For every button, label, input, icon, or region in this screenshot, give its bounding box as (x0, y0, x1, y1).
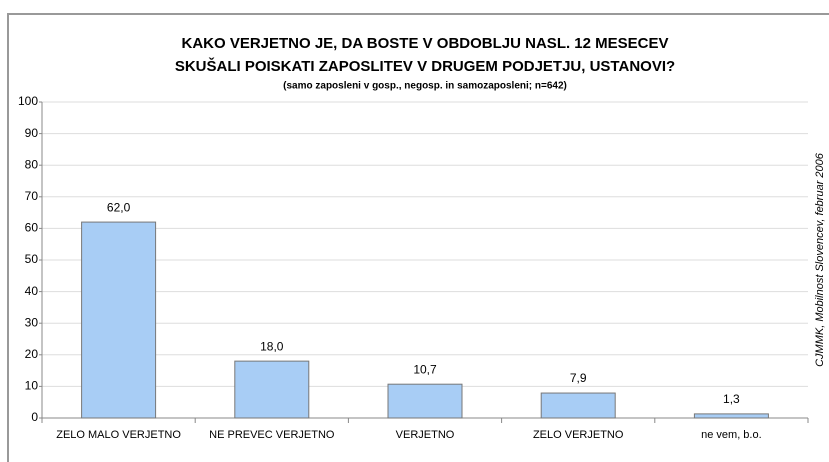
y-tick-label: 50 (25, 252, 39, 266)
y-tick-label: 40 (25, 284, 39, 298)
y-tick-label: 10 (25, 379, 39, 393)
x-tick-label: ne vem, b.o. (701, 429, 762, 441)
chart-frame (7, 13, 829, 462)
y-tick-label: 90 (25, 126, 39, 140)
source-note: CJMMK, Mobilnost Slovencev, februar 2006 (814, 152, 826, 367)
chart-title: KAKO VERJETNO JE, DA BOSTE V OBDOBLJU NA… (181, 35, 668, 52)
x-tick-label: NE PREVEC VERJETNO (209, 429, 335, 441)
x-tick-label: ZELO VERJETNO (533, 429, 624, 441)
y-tick-label: 60 (25, 221, 39, 235)
y-tick-label: 80 (25, 157, 39, 171)
x-tick-label: VERJETNO (396, 429, 455, 441)
y-tick-label: 30 (25, 315, 39, 329)
chart-title: SKUŠALI POISKATI ZAPOSLITEV V DRUGEM POD… (175, 57, 675, 75)
y-tick-label: 100 (18, 94, 38, 108)
chart-subtitle: (samo zaposleni v gosp., negosp. in samo… (283, 81, 567, 92)
data-label: 7,9 (570, 371, 587, 385)
data-label: 1,3 (723, 392, 740, 406)
y-tick-label: 70 (25, 189, 39, 203)
bar (540, 392, 616, 419)
bar (234, 360, 310, 419)
data-label: 62,0 (107, 200, 131, 214)
bar (387, 383, 463, 419)
data-label: 10,7 (413, 362, 437, 376)
y-tick-label: 20 (25, 347, 39, 361)
x-tick-label: ZELO MALO VERJETNO (56, 429, 181, 441)
y-tick-label: 0 (31, 410, 38, 424)
bar (81, 221, 157, 419)
data-label: 18,0 (260, 339, 284, 353)
bar (693, 413, 769, 419)
